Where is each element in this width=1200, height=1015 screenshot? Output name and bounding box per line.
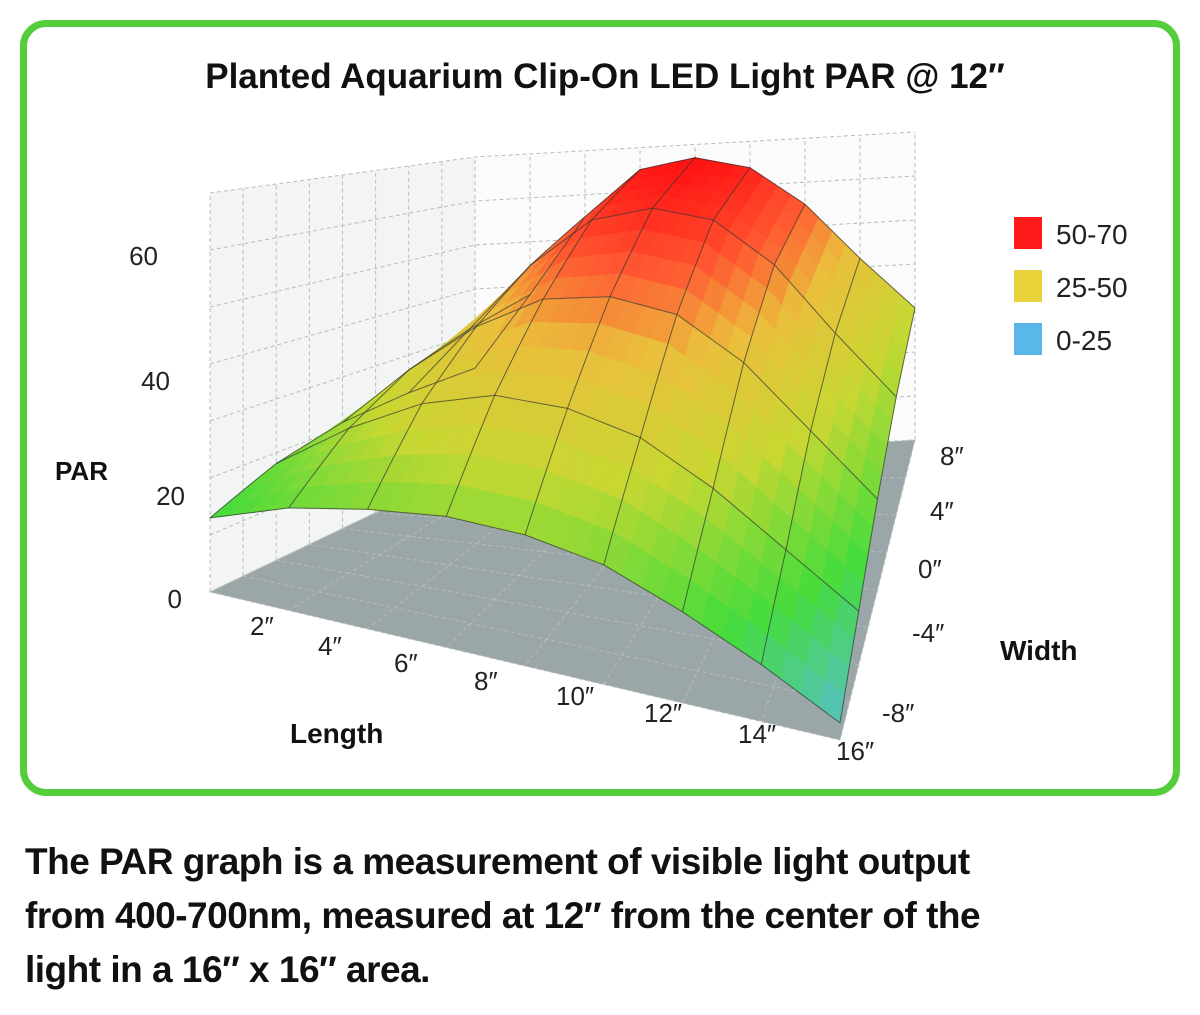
- x-tick-label: 16″: [836, 736, 874, 766]
- z-tick-label: 60: [129, 241, 158, 271]
- axis-labels: 60 40 20 0 2″ 4″ 6″ 8″ 10″ 12″ 14″ 16″ 8″ 4″ 0″ -4″ -8″: [129, 241, 964, 766]
- legend-label: 0-25: [1056, 325, 1112, 356]
- x-tick-label: 14″: [738, 719, 776, 749]
- y-tick-label: 4″: [930, 496, 954, 526]
- surface-gridline: [288, 294, 531, 509]
- par-surface-chart: Planted Aquarium Clip-On LED Light PAR @…: [55, 57, 1128, 766]
- caption: The PAR graph is a measurement of visibl…: [25, 835, 1195, 997]
- wall-gridline: [209, 131, 916, 194]
- y-axis-label: Width: [1000, 635, 1078, 666]
- surface-gridline: [603, 167, 751, 565]
- chart-title: Planted Aquarium Clip-On LED Light PAR @…: [205, 57, 1005, 96]
- y-tick-label: -8″: [882, 698, 914, 728]
- x-tick-label: 8″: [474, 666, 498, 696]
- surface-gridline: [682, 204, 806, 612]
- legend-swatch: [1014, 270, 1042, 302]
- surface-gridline: [367, 216, 586, 510]
- surface: [208, 157, 916, 724]
- surface-gridline: [760, 258, 861, 665]
- surface-gridline: [839, 307, 916, 723]
- legend: 50-70 25-50 0-25: [1014, 217, 1128, 356]
- surface-gridline: [524, 157, 696, 536]
- x-tick-label: 4″: [318, 631, 342, 661]
- x-tick-label: 12″: [644, 698, 682, 728]
- y-tick-label: 0″: [918, 554, 942, 584]
- floor-gridline: [839, 439, 916, 741]
- x-tick-label: 2″: [250, 611, 274, 641]
- caption-line-1: The PAR graph is a measurement of visibl…: [25, 841, 970, 882]
- wall-gridline: [209, 307, 916, 422]
- legend-swatch: [1014, 217, 1042, 249]
- legend-label: 25-50: [1056, 272, 1128, 303]
- x-tick-label: 6″: [394, 648, 418, 678]
- x-axis-label: Length: [290, 718, 383, 749]
- y-tick-label: 8″: [940, 441, 964, 471]
- legend-swatch: [1014, 323, 1042, 355]
- caption-line-2: from 400-700nm, measured at 12″ from the…: [25, 895, 981, 936]
- surface-gridline: [445, 169, 641, 517]
- z-tick-label: 20: [156, 481, 185, 511]
- z-tick-label: 0: [168, 584, 182, 614]
- caption-line-3: light in a 16″ x 16″ area.: [25, 949, 430, 990]
- x-tick-label: 10″: [556, 681, 594, 711]
- z-axis-label: PAR: [55, 456, 108, 486]
- floor-gridline: [209, 591, 841, 741]
- chart-frame: [20, 20, 1180, 796]
- z-tick-label: 40: [141, 366, 170, 396]
- surface-gridline: [209, 367, 476, 519]
- y-tick-label: -4″: [912, 618, 944, 648]
- floor-gridline: [288, 461, 531, 611]
- legend-label: 50-70: [1056, 219, 1128, 250]
